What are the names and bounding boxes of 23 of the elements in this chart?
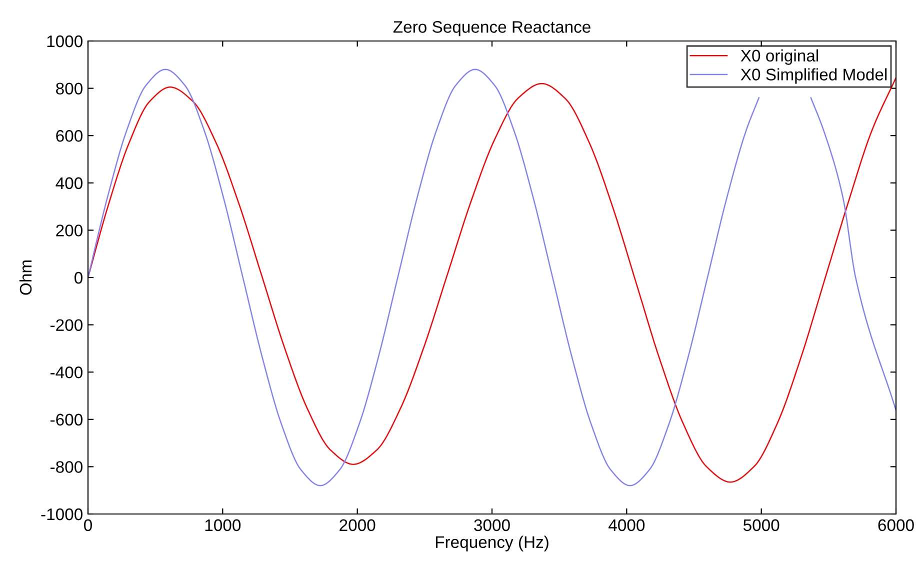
y-tick-label: 400 [56,177,82,190]
y-tick-label: -600 [50,414,82,426]
y-tick-label: -1000 [41,508,82,520]
y-tick-label: 1000 [47,35,82,48]
x-tick-label: 4000 [608,519,645,532]
y-tick-label: 0 [74,272,82,284]
y-axis-title: Ohm [19,260,32,295]
x-tick-label: 3000 [474,519,510,532]
y-tick-label: 200 [56,224,82,236]
x-tick-label: 5000 [743,519,780,532]
legend-label: X0 Simplified Model [740,68,887,84]
x-tick-label: 6000 [878,519,914,532]
y-tick-label: -800 [50,461,82,473]
x-tick-label: 0 [84,519,92,532]
chart-title: Zero Sequence Reactance [393,21,590,36]
y-tick-label: 800 [56,82,82,95]
legend-label: X0 original [740,49,818,65]
x-tick-label: 1000 [205,519,241,532]
y-tick-label: -400 [50,366,82,378]
y-tick-label: 600 [56,130,82,142]
y-tick-label: -200 [50,319,82,332]
x-tick-label: 2000 [340,519,376,532]
x-axis-title: Frequency (Hz) [436,536,548,552]
